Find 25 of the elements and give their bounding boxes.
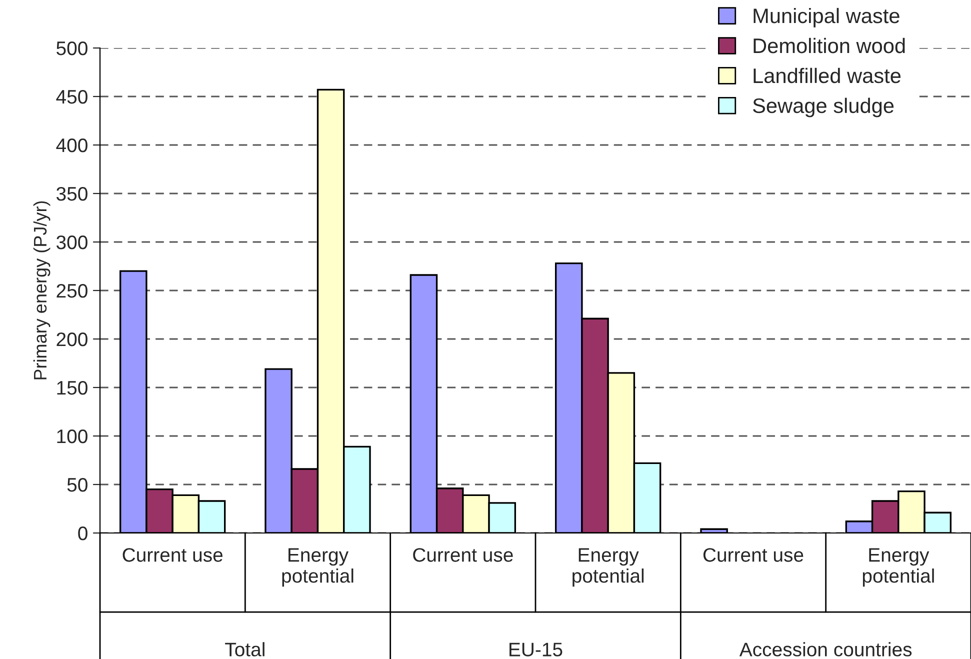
- x-tick-label: Energy potential: [282, 548, 354, 587]
- y-tick-label: 150: [57, 380, 88, 395]
- y-axis-title: Primary energy (PJ/yr): [33, 201, 50, 380]
- text: Accession countries: [739, 642, 912, 656]
- legend-label: Demolition wood: [754, 38, 905, 54]
- y-tick-label: 500: [56, 41, 88, 56]
- y-tick-label: 200: [56, 332, 88, 346]
- y-tick-label: 100: [57, 429, 88, 444]
- y-tick-label: 300: [56, 235, 88, 250]
- x-tick-label: Current use: [413, 548, 513, 562]
- legend-label: Sewage sludge: [752, 98, 894, 118]
- y-tick-label: 400: [56, 138, 88, 152]
- y-tick-label: 250: [56, 284, 88, 298]
- text: Total: [225, 642, 264, 656]
- x-tick-label: Energy potential: [862, 548, 934, 587]
- y-tick-label: 450: [56, 90, 88, 104]
- y-tick-label: 50: [67, 478, 88, 492]
- x-tick-label: Current use: [703, 548, 804, 562]
- y-tick-label: 350: [56, 186, 88, 201]
- y-tick-label: 0: [78, 526, 88, 540]
- x-tick-label: Energy potential: [572, 548, 644, 587]
- text: EU-15: [510, 642, 562, 656]
- legend-label: Landfilled waste: [754, 68, 901, 84]
- legend-label: Municipal waste: [754, 8, 900, 28]
- x-tick-label: Current use: [122, 548, 223, 562]
